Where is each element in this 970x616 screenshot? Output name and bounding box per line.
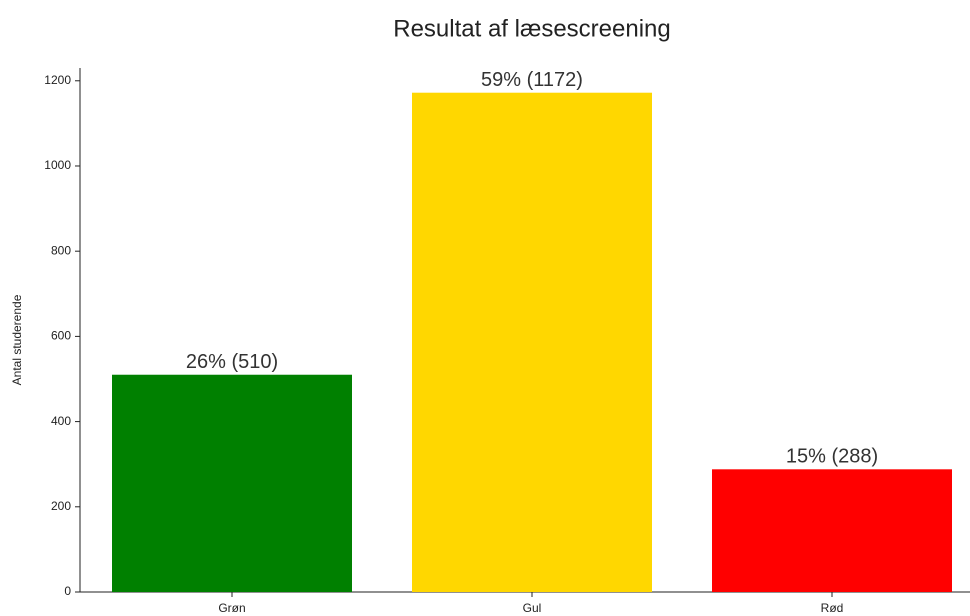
y-tick-label: 800 bbox=[51, 243, 71, 257]
x-tick-label: Gul bbox=[523, 601, 542, 615]
value-label: 26% (510) bbox=[186, 351, 278, 373]
value-label: 15% (288) bbox=[786, 446, 878, 468]
bar bbox=[412, 92, 652, 592]
y-tick-label: 1000 bbox=[44, 158, 71, 172]
bar bbox=[112, 374, 352, 592]
y-tick-label: 0 bbox=[64, 584, 71, 598]
y-tick-label: 400 bbox=[51, 414, 71, 428]
bar bbox=[712, 469, 952, 592]
y-tick-label: 1200 bbox=[44, 73, 71, 87]
x-tick-label: Rød bbox=[821, 601, 844, 615]
y-axis-label: Antal studerende bbox=[10, 294, 24, 385]
y-tick-label: 600 bbox=[51, 329, 71, 343]
x-tick-label: Grøn bbox=[218, 601, 245, 615]
y-tick-label: 200 bbox=[51, 499, 71, 513]
chart-title: Resultat af læsescreening bbox=[393, 15, 670, 42]
value-label: 59% (1172) bbox=[481, 69, 583, 91]
